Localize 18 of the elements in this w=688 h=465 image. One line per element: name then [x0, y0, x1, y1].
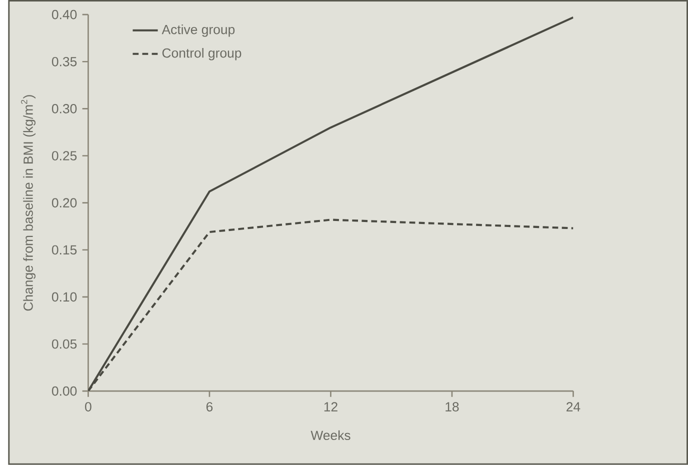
y-tick-label: 0.20: [52, 198, 77, 208]
y-tick-label: 0.00: [52, 386, 77, 396]
legend-label: Active group: [162, 24, 235, 37]
y-tick-label: 0.40: [52, 10, 77, 20]
y-tick-label: 0.30: [52, 104, 77, 114]
x-tick-label: 12: [324, 402, 338, 412]
x-tick-label: 18: [446, 402, 459, 412]
x-tick-label: 6: [206, 402, 213, 412]
y-tick-label: 0.25: [52, 151, 77, 161]
y-tick-label: 0.05: [52, 339, 77, 349]
y-tick-label: 0.15: [52, 245, 77, 255]
y-tick-label: 0.35: [52, 57, 77, 66]
y-tick-label: 0.10: [52, 292, 77, 302]
legend-label: Control group: [162, 48, 242, 60]
x-tick-label: 0: [85, 402, 92, 412]
y-axis-title: Change from baseline in BMI (kg/m$^{2}$): [21, 95, 36, 311]
x-axis-title: Weeks: [310, 430, 350, 440]
x-tick-label: 24: [566, 402, 580, 412]
